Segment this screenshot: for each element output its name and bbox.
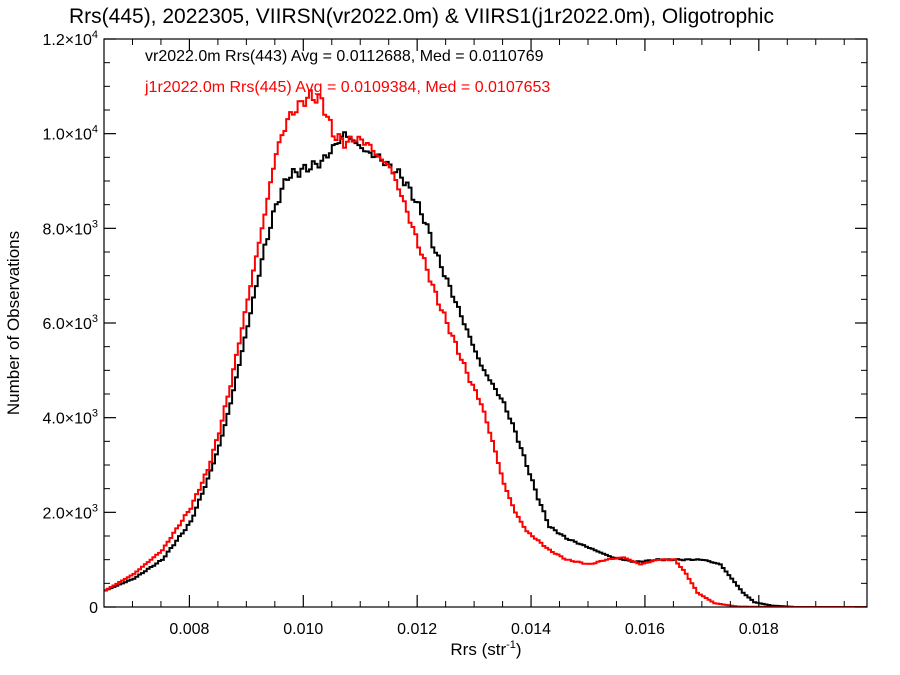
series-line-0	[104, 131, 867, 607]
x-tick-label: 0.016	[625, 621, 665, 638]
y-tick-label: 0	[89, 600, 98, 617]
legend-entry-vr2022: vr2022.0m Rrs(443) Avg = 0.0112688, Med …	[145, 48, 544, 65]
chart-title: Rrs(445), 2022305, VIIRSN(vr2022.0m) & V…	[69, 5, 774, 28]
x-tick-label: 0.018	[739, 621, 779, 638]
y-axis-label: Number of Observations	[4, 231, 23, 415]
y-tick-label: 6.0×103	[42, 313, 98, 333]
legend-entry-j1r2022: j1r2022.0m Rrs(445) Avg = 0.0109384, Med…	[144, 79, 550, 96]
x-axis-ticks: 0.008 0.010 0.012 0.014 0.016 0.018	[131, 39, 845, 638]
series-line-1	[104, 89, 867, 607]
y-tick-label: 1.2×104	[42, 29, 98, 49]
x-axis-label: Rrs (str-1)	[450, 639, 521, 659]
y-tick-label: 8.0×103	[42, 218, 98, 238]
series-layer	[104, 89, 867, 607]
y-tick-label: 4.0×103	[42, 408, 98, 428]
x-tick-label: 0.014	[511, 621, 551, 638]
x-tick-label: 0.012	[397, 621, 437, 638]
y-tick-label: 2.0×103	[42, 502, 98, 522]
y-tick-label: 1.0×104	[42, 124, 98, 144]
x-tick-label: 0.008	[169, 621, 209, 638]
plot-frame	[103, 38, 868, 608]
y-axis-ticks: 0 2.0×103 4.0×103 6.0×103 8.0×103 1.0×104 1.2×…	[42, 29, 867, 617]
x-tick-label: 0.010	[283, 621, 323, 638]
